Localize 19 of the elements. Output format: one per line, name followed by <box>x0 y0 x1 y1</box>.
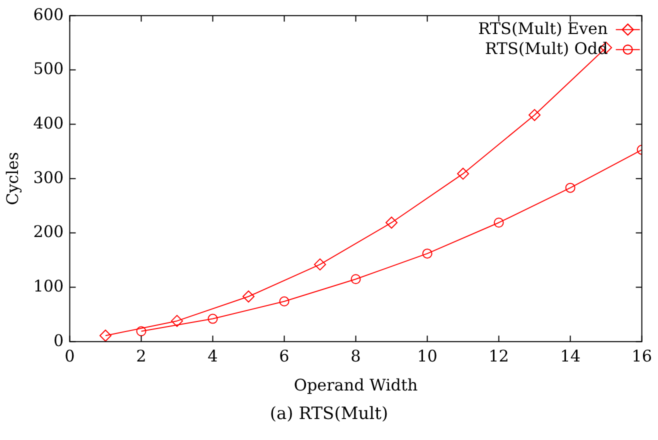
x-axis-title: Operand Width <box>294 376 418 395</box>
x-tick-label: 6 <box>279 346 290 366</box>
legend-label: RTS(Mult) Even <box>478 18 608 38</box>
y-tick-label: 300 <box>33 168 64 187</box>
x-tick-label: 12 <box>488 346 509 366</box>
y-tick-label: 200 <box>33 222 64 242</box>
x-tick-label: 2 <box>136 346 146 366</box>
x-tick-label: 16 <box>632 346 652 366</box>
y-tick-label: 0 <box>54 330 64 350</box>
y-tick-label: 400 <box>33 113 64 132</box>
y-tick-label: 500 <box>33 59 64 78</box>
x-tick-label: 14 <box>560 346 580 366</box>
y-axis-title: Cycles <box>2 152 22 206</box>
x-tick-label: 4 <box>208 346 218 366</box>
x-tick-label: 10 <box>417 346 438 366</box>
text: (a) RTS(Mult) <box>268 404 390 424</box>
y-tick-label: 600 <box>33 4 64 24</box>
x-tick-label: 8 <box>350 346 361 366</box>
y-tick-label: 100 <box>33 276 64 296</box>
